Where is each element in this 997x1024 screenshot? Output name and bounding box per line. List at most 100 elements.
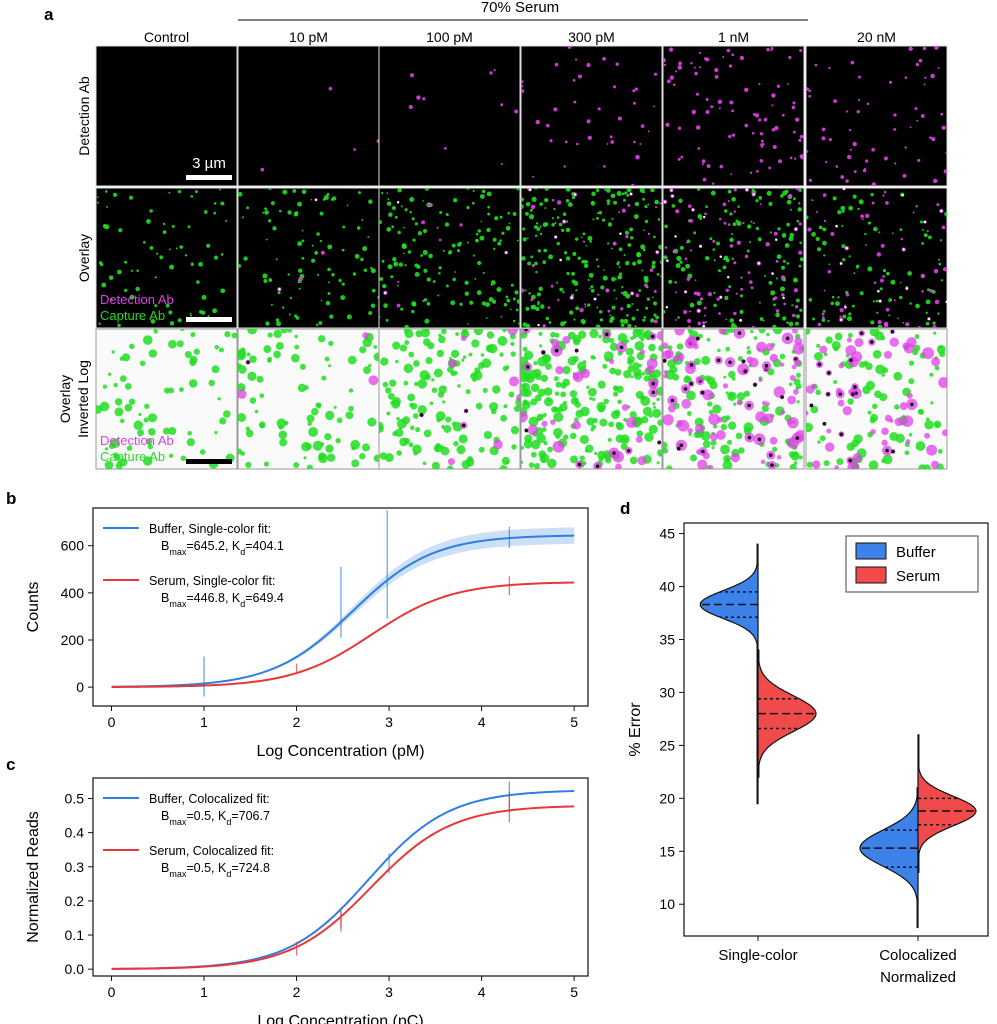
capture-spot: [775, 277, 778, 280]
detection-spot: [830, 232, 835, 236]
detection-spot: [883, 190, 887, 194]
capture-spot: [613, 200, 618, 205]
capture-spot: [114, 398, 123, 406]
capture-spot: [788, 236, 794, 242]
capture-spot: [534, 234, 538, 238]
capture-spot: [642, 318, 646, 322]
capture-spot: [842, 258, 846, 262]
detection-spot: [775, 259, 779, 263]
capture-spot: [875, 299, 879, 303]
detection-spot: [744, 87, 749, 93]
capture-spot: [613, 289, 616, 292]
capture-spot: [679, 260, 683, 264]
capture-spot: [710, 439, 717, 446]
capture-spot: [314, 251, 319, 255]
capture-spot: [368, 199, 373, 204]
detection-spot: [943, 169, 947, 174]
capture-spot: [799, 241, 802, 245]
capture-spot: [535, 270, 538, 274]
capture-spot: [219, 417, 227, 425]
capture-spot: [788, 321, 794, 327]
capture-spot: [559, 287, 564, 292]
detection-spot: [587, 135, 593, 140]
capture-spot: [327, 267, 331, 272]
capture-spot: [685, 263, 691, 269]
capture-spot: [596, 216, 599, 220]
colocalized-spot: [605, 332, 609, 337]
detection-spot: [702, 177, 707, 182]
row-label-line: Overlay: [57, 375, 73, 423]
detection-spot: [709, 432, 718, 441]
capture-spot: [621, 192, 625, 196]
capture-spot: [786, 199, 792, 205]
capture-spot: [199, 449, 206, 455]
capture-spot: [932, 321, 936, 325]
detection-spot: [586, 62, 591, 68]
capture-spot: [536, 226, 541, 231]
colocalized-spot: [670, 398, 675, 403]
capture-spot: [381, 259, 385, 263]
capture-spot: [623, 253, 626, 256]
detection-spot: [861, 218, 864, 221]
capture-spot: [311, 244, 314, 247]
capture-spot: [750, 220, 753, 223]
detection-spot: [633, 140, 636, 144]
capture-spot: [129, 294, 135, 300]
detection-spot: [708, 464, 714, 469]
capture-spot: [316, 273, 320, 276]
capture-spot: [615, 434, 624, 443]
tile-frame: [378, 187, 521, 329]
capture-spot: [652, 296, 654, 299]
capture-spot: [706, 337, 711, 342]
colocalized-spot: [771, 272, 774, 275]
legend-label: Buffer, Colocalized fit:: [149, 792, 270, 806]
detection-spot: [792, 342, 804, 355]
capture-spot: [864, 232, 867, 236]
colocalized-spot: [278, 288, 281, 291]
capture-spot: [294, 334, 298, 339]
capture-spot: [528, 214, 535, 220]
capture-spot: [556, 216, 560, 219]
colocalized-spot: [619, 345, 624, 350]
detection-spot: [580, 368, 590, 379]
detection-spot: [663, 58, 666, 63]
detection-spot: [493, 69, 496, 72]
capture-spot: [341, 282, 345, 286]
capture-spot: [729, 237, 734, 243]
detection-spot: [676, 353, 685, 362]
detection-spot: [573, 373, 580, 380]
detection-spot: [865, 159, 869, 163]
colocalized-spot: [703, 215, 706, 219]
detection-spot: [690, 62, 693, 65]
capture-spot: [575, 289, 578, 292]
capture-spot: [137, 429, 144, 437]
capture-spot: [249, 397, 257, 404]
capture-spot: [766, 332, 770, 337]
x-tick-label: 2: [293, 714, 301, 730]
capture-spot: [442, 400, 446, 404]
capture-spot: [299, 363, 306, 370]
capture-spot: [179, 387, 184, 392]
capture-spot: [360, 257, 364, 262]
colocalized-spot: [419, 413, 424, 417]
capture-spot: [882, 454, 893, 465]
detection-spot: [922, 347, 935, 360]
capture-spot: [212, 308, 218, 314]
micrograph-tile: [805, 187, 948, 329]
capture-spot: [731, 196, 736, 202]
capture-spot: [407, 250, 412, 254]
colocalized-spot: [853, 385, 857, 389]
detection-spot: [725, 288, 730, 293]
capture-spot: [899, 228, 903, 232]
capture-spot: [521, 382, 527, 389]
detection-spot: [876, 252, 882, 257]
capture-spot: [811, 231, 816, 237]
detection-spot: [733, 188, 737, 192]
capture-spot: [899, 281, 902, 284]
capture-spot: [574, 237, 579, 241]
detection-spot: [918, 58, 923, 63]
capture-spot: [275, 258, 278, 261]
capture-spot: [793, 461, 798, 465]
capture-spot: [539, 232, 543, 236]
detection-spot: [846, 110, 849, 113]
